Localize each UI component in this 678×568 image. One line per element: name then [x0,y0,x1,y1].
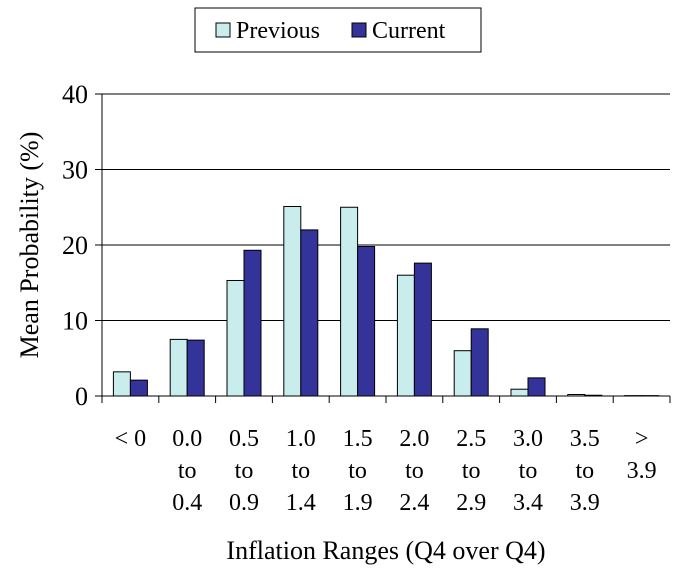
x-tick-label: > [635,426,649,452]
bar-current-4 [357,246,376,397]
bar-previous-1 [169,338,188,397]
bar-previous-7 [510,388,529,397]
bar-previous-3 [283,205,302,397]
y-tick-label: 20 [62,231,88,260]
x-tick-label: 2.4 [399,490,429,516]
legend-label-previous: Previous [236,18,320,44]
x-tick-label: 1.4 [286,490,316,516]
axes [95,93,671,403]
bar-current-0 [129,379,148,397]
y-axis-title: Mean Probability (%) [15,132,44,359]
y-tick-label: 40 [62,80,88,109]
gridlines [102,93,670,321]
x-tick-label: to [462,458,481,484]
x-axis-title: Inflation Ranges (Q4 over Q4) [226,536,545,565]
axis-labels: 0 10 20 30 40 < 0 0.0 to 0.4 0.5 to 0.9 1.0 to 1.4 1.5 t… [15,80,657,565]
bar-current-6 [470,328,489,397]
y-tick-label: 0 [75,382,88,411]
x-tick-label: 3.4 [513,490,543,516]
legend-box [194,7,482,53]
legend-label-current: Current [372,18,446,44]
y-tick-label: 10 [62,307,88,336]
x-tick-label: 1.9 [343,490,373,516]
x-tick-label: to [178,458,197,484]
legend: Previous Current [194,7,482,53]
x-tick-label: 0.9 [229,490,259,516]
bar-previous-2 [226,279,245,397]
bar-current-1 [186,339,205,397]
x-tick-label: to [348,458,367,484]
x-tick-label: to [575,458,594,484]
bar-current-2 [243,249,262,397]
bar-previous-0 [112,371,131,397]
bars [112,205,660,397]
y-tick-label: 30 [62,156,88,185]
x-tick-label: to [235,458,254,484]
x-tick-label: 2.9 [456,490,486,516]
bar-previous-5 [396,274,415,397]
x-tick-label: 3.9 [570,490,600,516]
x-tick-label: 2.5 [456,426,486,452]
x-tick-label: to [405,458,424,484]
x-tick-label: 3.0 [513,426,543,452]
x-tick-label: 2.0 [399,426,429,452]
x-tick-label: < 0 [115,426,147,452]
bar-previous-6 [453,350,472,397]
bar-previous-4 [340,206,359,397]
legend-swatch-current [351,22,367,38]
x-tick-label: 1.5 [343,426,373,452]
x-tick-label: 0.5 [229,426,259,452]
bar-current-5 [413,262,432,397]
x-tick-label: 3.5 [570,426,600,452]
x-tick-label: 0.4 [172,490,202,516]
bar-current-3 [300,229,319,397]
x-tick-label: 1.0 [286,426,316,452]
x-tick-label: 0.0 [172,426,202,452]
bar-current-7 [527,377,546,397]
x-tick-label: 3.9 [627,458,657,484]
legend-swatch-previous [215,22,231,38]
x-tick-label: to [519,458,538,484]
x-tick-label: to [291,458,310,484]
